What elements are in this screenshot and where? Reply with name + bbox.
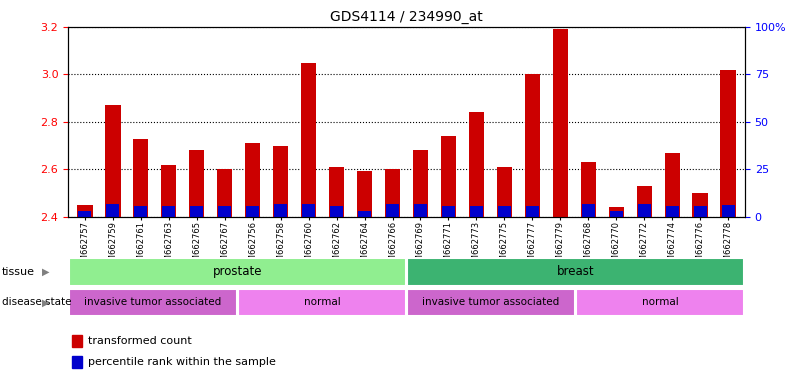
Bar	[470, 206, 483, 217]
Bar	[665, 153, 680, 217]
Bar	[497, 167, 512, 217]
Bar	[582, 204, 595, 217]
Bar	[273, 146, 288, 217]
Bar	[722, 205, 735, 217]
Bar	[190, 206, 203, 217]
Bar	[553, 29, 568, 217]
Bar	[218, 206, 231, 217]
Bar	[133, 139, 148, 217]
Bar	[302, 204, 315, 217]
Bar	[441, 136, 456, 217]
Bar	[637, 186, 652, 217]
Bar	[238, 289, 406, 316]
Text: ▶: ▶	[42, 266, 50, 277]
Bar	[161, 165, 176, 217]
Text: breast: breast	[557, 265, 594, 278]
Bar	[576, 289, 744, 316]
Bar	[329, 167, 344, 217]
Bar	[69, 258, 406, 286]
Bar	[107, 204, 119, 217]
Bar	[72, 356, 83, 368]
Text: invasive tumor associated: invasive tumor associated	[422, 297, 560, 308]
Bar	[693, 193, 708, 217]
Bar	[386, 204, 399, 217]
Bar	[609, 207, 624, 217]
Bar	[245, 143, 260, 217]
Bar	[666, 206, 678, 217]
Bar	[694, 206, 706, 217]
Text: normal: normal	[304, 297, 340, 308]
Bar	[469, 113, 484, 217]
Bar	[358, 211, 371, 217]
Bar	[217, 169, 232, 217]
Bar	[77, 205, 93, 217]
Text: disease state: disease state	[2, 297, 71, 308]
Bar	[638, 204, 650, 217]
Bar	[189, 151, 204, 217]
Bar	[330, 206, 343, 217]
Text: ▶: ▶	[42, 297, 50, 308]
Bar	[407, 258, 744, 286]
Bar	[78, 211, 91, 217]
Bar	[163, 206, 175, 217]
Bar	[720, 70, 736, 217]
Bar	[581, 162, 596, 217]
Bar	[274, 204, 288, 217]
Bar	[407, 289, 575, 316]
Bar	[610, 211, 623, 217]
Bar	[498, 206, 511, 217]
Text: transformed count: transformed count	[88, 336, 192, 346]
Bar	[442, 206, 455, 217]
Bar	[72, 335, 83, 347]
Bar	[525, 206, 539, 217]
Bar	[357, 170, 372, 217]
Text: prostate: prostate	[212, 265, 262, 278]
Text: normal: normal	[642, 297, 678, 308]
Bar	[301, 63, 316, 217]
Title: GDS4114 / 234990_at: GDS4114 / 234990_at	[330, 10, 483, 25]
Text: percentile rank within the sample: percentile rank within the sample	[88, 358, 276, 367]
Bar	[384, 169, 400, 217]
Bar	[246, 206, 260, 217]
Text: tissue: tissue	[2, 266, 34, 277]
Bar	[69, 289, 237, 316]
Bar	[413, 151, 429, 217]
Bar	[135, 206, 147, 217]
Bar	[414, 204, 427, 217]
Text: invasive tumor associated: invasive tumor associated	[84, 297, 221, 308]
Bar	[525, 74, 540, 217]
Bar	[105, 105, 120, 217]
